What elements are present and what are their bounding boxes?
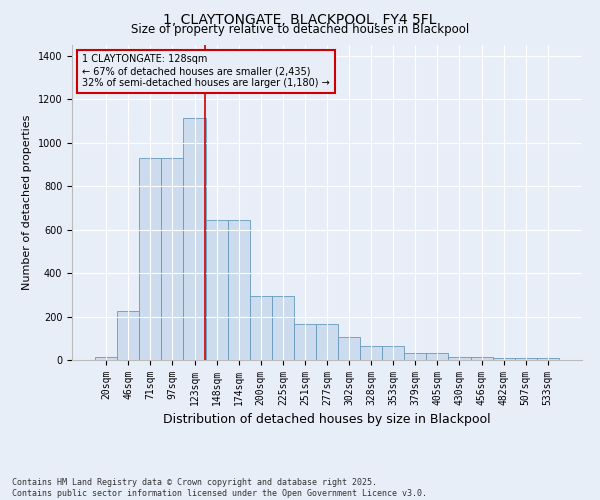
Y-axis label: Number of detached properties: Number of detached properties [22, 115, 32, 290]
Bar [95, 356, 117, 360]
Bar [515, 358, 537, 360]
Bar [382, 346, 404, 360]
Bar [184, 118, 206, 360]
Bar [316, 324, 338, 360]
Bar [272, 296, 294, 360]
Bar [161, 158, 184, 360]
Bar [294, 324, 316, 360]
Text: 1, CLAYTONGATE, BLACKPOOL, FY4 5FL: 1, CLAYTONGATE, BLACKPOOL, FY4 5FL [163, 12, 437, 26]
Bar [227, 220, 250, 360]
Bar [427, 354, 448, 360]
Bar [139, 158, 161, 360]
Text: Contains HM Land Registry data © Crown copyright and database right 2025.
Contai: Contains HM Land Registry data © Crown c… [12, 478, 427, 498]
X-axis label: Distribution of detached houses by size in Blackpool: Distribution of detached houses by size … [163, 414, 491, 426]
Text: 1 CLAYTONGATE: 128sqm
← 67% of detached houses are smaller (2,435)
32% of semi-d: 1 CLAYTONGATE: 128sqm ← 67% of detached … [82, 54, 330, 88]
Bar [250, 296, 272, 360]
Bar [338, 337, 360, 360]
Bar [493, 358, 515, 360]
Bar [470, 356, 493, 360]
Bar [537, 358, 559, 360]
Text: Size of property relative to detached houses in Blackpool: Size of property relative to detached ho… [131, 22, 469, 36]
Bar [360, 346, 382, 360]
Bar [206, 220, 227, 360]
Bar [448, 356, 470, 360]
Bar [404, 354, 427, 360]
Bar [117, 311, 139, 360]
